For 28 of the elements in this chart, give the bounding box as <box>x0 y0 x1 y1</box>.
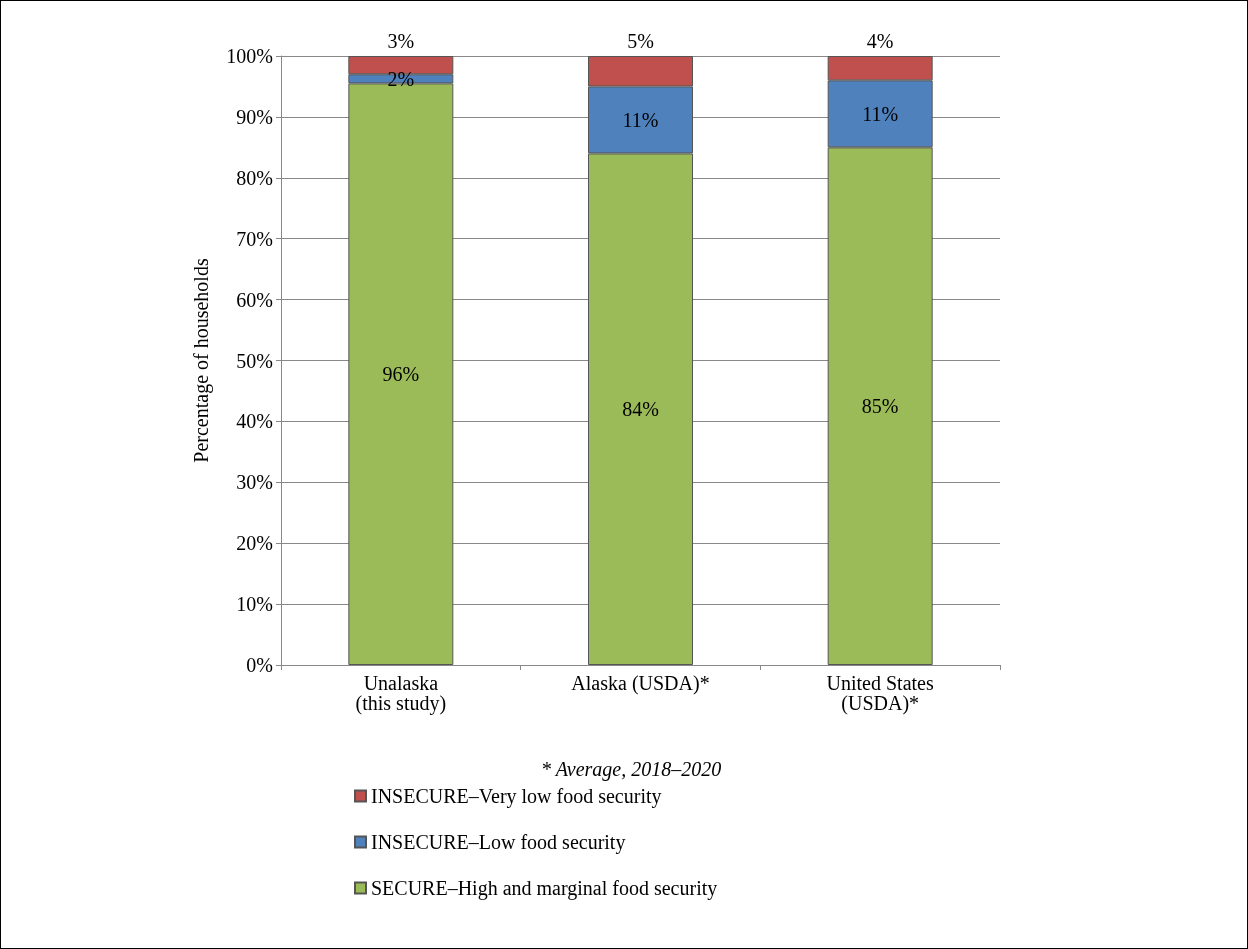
y-tick-label: 100% <box>226 45 273 67</box>
y-tick-label: 0% <box>246 654 273 676</box>
data-label: 11% <box>862 102 899 125</box>
y-tick-label: 30% <box>236 471 273 494</box>
data-label: 96% <box>382 363 420 386</box>
data-label: 85% <box>861 395 899 418</box>
y-tick-label: 90% <box>236 105 273 128</box>
data-label: 3% <box>387 30 415 52</box>
y-tick-label: 40% <box>236 410 273 433</box>
data-label: 4% <box>866 30 894 52</box>
legend-label: INSECURE–Low food security <box>371 831 626 854</box>
data-label: 84% <box>622 398 659 421</box>
x-tick-label: Unalaska (this study) <box>355 672 447 715</box>
legend-label: INSECURE–Very low food security <box>371 785 662 808</box>
y-tick-label: 50% <box>236 349 273 372</box>
y-tick-label: 80% <box>236 166 273 189</box>
legend-label: SECURE–High and marginal food security <box>371 877 718 900</box>
y-tick-label: 70% <box>236 227 273 250</box>
data-label: 2% <box>387 67 415 90</box>
y-tick-label: 10% <box>236 593 273 616</box>
y-tick-label: 60% <box>236 288 273 311</box>
data-label: 5% <box>627 30 654 52</box>
y-tick-label: 20% <box>236 532 273 555</box>
x-tick-label: Alaska (USDA)* <box>571 672 710 695</box>
x-tick-label: United States (USDA)* <box>826 672 934 715</box>
text: * Average, 2018–2020 <box>541 758 722 781</box>
y-axis-title: Percentage of households <box>190 258 213 463</box>
data-label: 11% <box>622 108 659 131</box>
